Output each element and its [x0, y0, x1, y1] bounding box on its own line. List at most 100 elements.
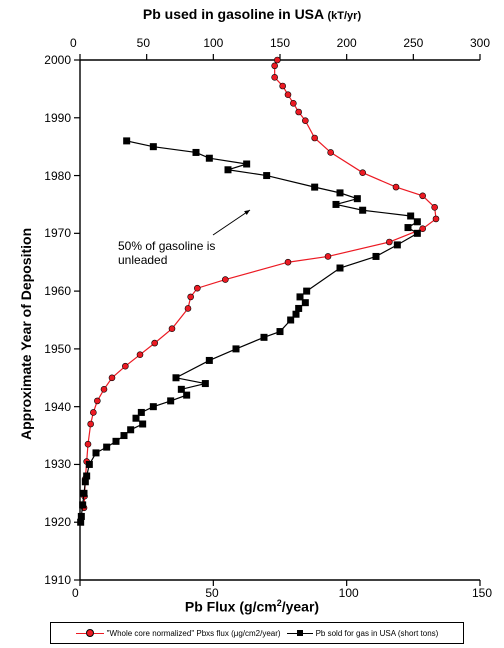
marker-pbxs_flux — [185, 305, 191, 311]
marker-pb_sold — [127, 426, 134, 433]
marker-pbxs_flux — [386, 239, 392, 245]
marker-pbxs_flux — [290, 100, 296, 106]
y-tick-label: 1930 — [44, 457, 71, 471]
marker-pbxs_flux — [122, 363, 128, 369]
marker-pb_sold — [173, 374, 180, 381]
marker-pb_sold — [139, 421, 146, 428]
marker-pb_sold — [183, 392, 190, 399]
plot-area — [80, 60, 480, 580]
bottom-x-tick-label: 150 — [472, 586, 492, 600]
marker-pbxs_flux — [94, 398, 100, 404]
marker-pbxs_flux — [433, 216, 439, 222]
marker-pbxs_flux — [280, 83, 286, 89]
top-x-tick-label: 250 — [403, 36, 423, 50]
marker-pb_sold — [150, 403, 157, 410]
marker-pb_sold — [405, 224, 412, 231]
marker-pb_sold — [311, 184, 318, 191]
annotation-arrowhead — [244, 210, 250, 215]
marker-pb_sold — [277, 328, 284, 335]
marker-pbxs_flux — [274, 57, 280, 63]
marker-pbxs_flux — [420, 193, 426, 199]
marker-pbxs_flux — [360, 170, 366, 176]
marker-pb_sold — [86, 461, 93, 468]
marker-pbxs_flux — [285, 259, 291, 265]
top-x-tick-label: 300 — [470, 36, 490, 50]
y-tick-label: 1920 — [44, 515, 71, 529]
bottom-x-axis-title: Pb Flux (g/cm2/year) — [0, 598, 504, 615]
bottom-x-tick-label: 0 — [72, 586, 79, 600]
top-x-tick-label: 200 — [337, 36, 357, 50]
marker-pb_sold — [394, 241, 401, 248]
marker-pbxs_flux — [302, 118, 308, 124]
bottom-x-tick-label: 50 — [205, 586, 218, 600]
y-tick-label: 1970 — [44, 226, 71, 240]
marker-pbxs_flux — [90, 409, 96, 415]
marker-pb_sold — [287, 317, 294, 324]
marker-pb_sold — [261, 334, 268, 341]
marker-pb_sold — [206, 357, 213, 364]
legend-label: Pb sold for gas in USA (short tons) — [316, 629, 439, 638]
marker-pbxs_flux — [88, 421, 94, 427]
y-tick-label: 1990 — [44, 111, 71, 125]
marker-pb_sold — [103, 444, 110, 451]
marker-pb_sold — [193, 149, 200, 156]
marker-pb_sold — [79, 501, 86, 508]
y-tick-label: 1950 — [44, 342, 71, 356]
marker-pb_sold — [82, 478, 89, 485]
top-x-tick-label: 150 — [270, 36, 290, 50]
marker-pbxs_flux — [432, 204, 438, 210]
marker-pb_sold — [414, 230, 421, 237]
legend-item-pb_sold: Pb sold for gas in USA (short tons) — [287, 629, 439, 638]
marker-pb_sold — [113, 438, 120, 445]
marker-pbxs_flux — [285, 92, 291, 98]
marker-pb_sold — [202, 380, 209, 387]
marker-pb_sold — [373, 253, 380, 260]
marker-pbxs_flux — [272, 74, 278, 80]
top-x-tick-label: 0 — [70, 36, 77, 50]
annotation-arrow — [213, 210, 250, 235]
y-tick-label: 1980 — [44, 169, 71, 183]
y-tick-label: 1910 — [44, 573, 71, 587]
y-tick-label: 1960 — [44, 284, 71, 298]
marker-pbxs_flux — [312, 135, 318, 141]
marker-pb_sold — [133, 415, 140, 422]
marker-pbxs_flux — [137, 352, 143, 358]
marker-pb_sold — [303, 288, 310, 295]
marker-pbxs_flux — [101, 386, 107, 392]
marker-pb_sold — [121, 432, 128, 439]
marker-pb_sold — [206, 155, 213, 162]
marker-pbxs_flux — [109, 375, 115, 381]
marker-pbxs_flux — [325, 253, 331, 259]
series-line-pbxs_flux — [84, 60, 436, 508]
top-title-text: Pb used in gasoline in USA — [143, 6, 324, 22]
marker-pbxs_flux — [85, 441, 91, 447]
marker-pb_sold — [337, 189, 344, 196]
marker-pbxs_flux — [222, 277, 228, 283]
marker-pb_sold — [414, 218, 421, 225]
marker-pb_sold — [302, 299, 309, 306]
marker-pbxs_flux — [328, 149, 334, 155]
marker-pb_sold — [150, 143, 157, 150]
marker-pb_sold — [77, 519, 84, 526]
legend-swatch — [287, 630, 313, 636]
marker-pbxs_flux — [152, 340, 158, 346]
marker-pbxs_flux — [272, 63, 278, 69]
legend-label: "Whole core normalized" Pbxs flux (μg/cm… — [107, 629, 281, 638]
top-x-axis-title: Pb used in gasoline in USA (kT/yr) — [0, 6, 504, 22]
annotation-unleaded: 50% of gasoline isunleaded — [118, 240, 215, 268]
top-x-tick-label: 50 — [137, 36, 150, 50]
marker-pb_sold — [123, 137, 130, 144]
top-x-tick-label: 100 — [203, 36, 223, 50]
marker-pbxs_flux — [169, 326, 175, 332]
top-title-unit: (kT/yr) — [328, 10, 362, 22]
marker-pbxs_flux — [296, 109, 302, 115]
marker-pb_sold — [263, 172, 270, 179]
marker-pb_sold — [243, 161, 250, 168]
marker-pb_sold — [359, 207, 366, 214]
bottom-x-tick-label: 100 — [339, 586, 359, 600]
marker-pb_sold — [333, 201, 340, 208]
legend: "Whole core normalized" Pbxs flux (μg/cm… — [50, 622, 464, 644]
marker-pb_sold — [93, 449, 100, 456]
y-tick-label: 2000 — [44, 53, 71, 67]
legend-item-pbxs_flux: "Whole core normalized" Pbxs flux (μg/cm… — [76, 629, 281, 638]
